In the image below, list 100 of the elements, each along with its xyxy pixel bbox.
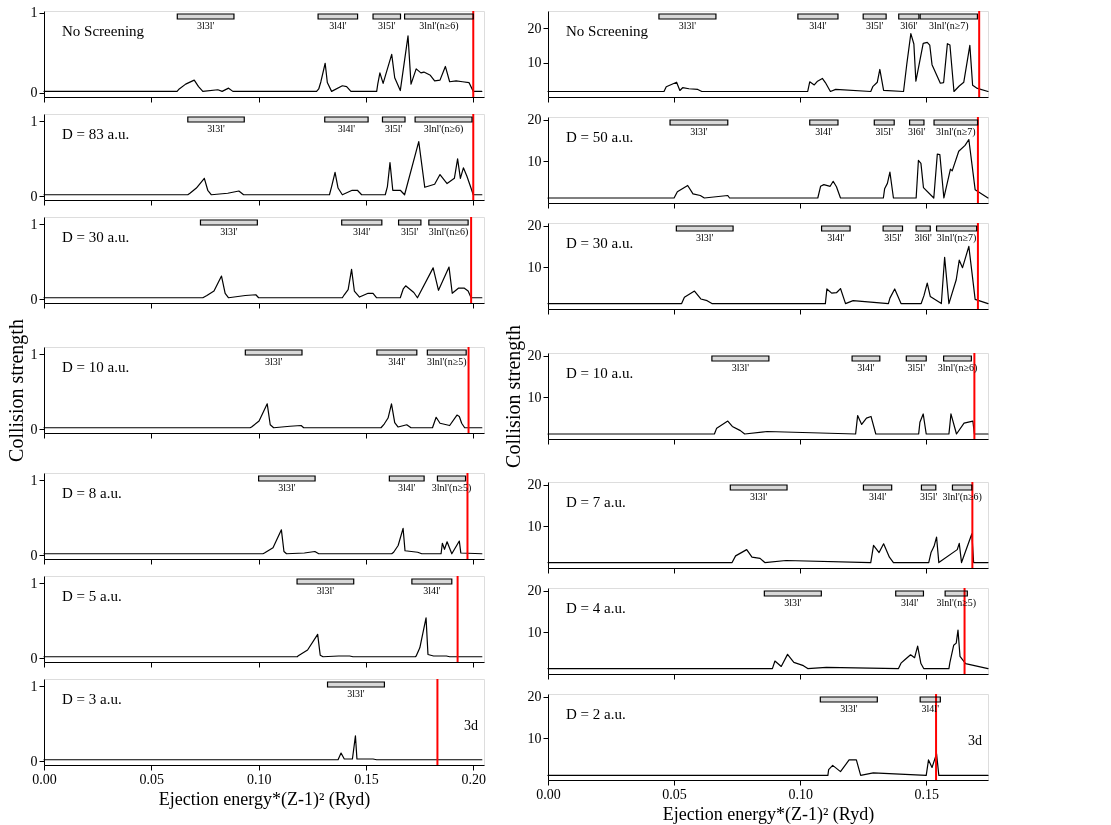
band-label: 3l4l' xyxy=(857,362,875,373)
y-tick-label: 1 xyxy=(30,678,38,694)
x-tick-label: 0.15 xyxy=(914,786,939,802)
band-label: 3l6l' xyxy=(900,20,918,31)
text: D = 83 a.u. xyxy=(62,126,130,142)
band-label: 3l6l' xyxy=(908,126,926,137)
band-label: 3l5l' xyxy=(919,491,938,502)
annotation: 3d xyxy=(968,733,982,748)
band-label: 3l6l' xyxy=(914,232,933,243)
x-tick-label: 0.10 xyxy=(246,771,272,787)
band-label: 3l4l' xyxy=(809,20,827,31)
text: D = 3 a.u. xyxy=(62,691,122,707)
band-label: 3lnl'(n≥6) xyxy=(419,20,459,32)
y-tick-label: 0 xyxy=(30,650,38,666)
y-tick-label: 1 xyxy=(30,5,38,21)
band-label: 3l3l' xyxy=(678,20,697,31)
text: D = 4 a.u. xyxy=(566,600,626,616)
y-axis-title: Collision strength xyxy=(4,319,28,462)
text: D = 10 a.u. xyxy=(566,365,634,381)
band-label: 3l3l' xyxy=(316,585,335,596)
band-label: 3l5l' xyxy=(385,123,403,134)
band-label: 3l3l' xyxy=(731,362,750,373)
band-label: 3l3l' xyxy=(207,123,225,134)
band-label: 3l3l' xyxy=(278,482,296,493)
text: D = 5 a.u. xyxy=(62,588,122,604)
band-label: 3l3l' xyxy=(220,226,238,237)
y-tick-label: 10 xyxy=(527,259,542,275)
y-tick-label: 20 xyxy=(527,112,542,127)
band-label: 3lnl'(n≥5) xyxy=(427,356,467,368)
y-tick-label: 0 xyxy=(30,547,38,563)
x-tick-label: 0.05 xyxy=(139,771,165,787)
x-tick-label: 0.05 xyxy=(662,786,687,802)
y-tick-label: 1 xyxy=(30,346,38,362)
y-tick-label: 1 xyxy=(30,216,38,232)
y-tick-label: 10 xyxy=(527,624,542,640)
band-label: 3l3l' xyxy=(347,688,365,699)
band-label: 3l5l' xyxy=(884,232,902,243)
x-tick-label: 0.15 xyxy=(354,771,379,787)
y-tick-label: 0 xyxy=(30,291,38,307)
band-label: 3l4l' xyxy=(353,226,371,237)
band-label: 3l4l' xyxy=(900,597,919,608)
y-tick-label: 10 xyxy=(527,730,542,746)
y-tick-label: 10 xyxy=(527,518,542,534)
band-label: 3l5l' xyxy=(865,20,884,31)
y-tick-label: 20 xyxy=(527,20,542,36)
band-label: 3l3l' xyxy=(264,356,283,367)
band-label: 3l3l' xyxy=(696,232,714,243)
band-label: 3l4l' xyxy=(329,20,347,31)
y-tick-label: 1 xyxy=(30,113,38,129)
band-label: 3l4l' xyxy=(827,232,845,243)
band-label: 3l5l' xyxy=(907,362,926,373)
band-label: 3l4l' xyxy=(868,491,887,502)
text: D = 30 a.u. xyxy=(566,235,634,251)
x-tick-label: 0.00 xyxy=(32,771,57,787)
band-label: 3lnl'(n≥6) xyxy=(423,123,464,135)
x-axis-title: Ejection energy*(Z-1)² (Ryd) xyxy=(158,788,371,810)
band-label: 3l5l' xyxy=(401,226,419,237)
band-label: 3l4l' xyxy=(815,126,833,137)
band-label: 3l3l' xyxy=(690,126,708,137)
text: D = 8 a.u. xyxy=(62,485,122,501)
y-tick-label: 20 xyxy=(527,689,542,704)
y-tick-label: 10 xyxy=(527,55,542,71)
y-tick-label: 10 xyxy=(527,389,542,405)
x-axis-title: Ejection energy*(Z-1)² (Ryd) xyxy=(662,803,875,825)
text: D = 10 a.u. xyxy=(62,359,130,375)
text: No Screening xyxy=(62,23,145,39)
text: D = 50 a.u. xyxy=(566,129,634,145)
band-label: 3lnl'(n≥6) xyxy=(428,226,469,238)
y-tick-label: 1 xyxy=(30,575,38,591)
y-tick-label: 0 xyxy=(30,85,38,101)
band-label: 3l5l' xyxy=(378,20,396,31)
band-label: 3lnl'(n≥7) xyxy=(929,20,969,32)
y-tick-label: 20 xyxy=(527,477,542,492)
text: D = 7 a.u. xyxy=(566,494,626,510)
y-tick-label: 20 xyxy=(527,583,542,598)
band-label: 3l3l' xyxy=(784,597,802,608)
band-label: 3l4l' xyxy=(423,585,441,596)
x-tick-label: 0.10 xyxy=(788,786,813,802)
y-tick-label: 20 xyxy=(527,348,542,363)
y-tick-label: 0 xyxy=(30,753,38,769)
band-label: 3l4l' xyxy=(388,356,406,367)
y-tick-label: 1 xyxy=(30,472,38,488)
x-tick-label: 0.00 xyxy=(536,786,561,802)
y-tick-label: 0 xyxy=(30,188,38,204)
y-tick-label: 20 xyxy=(527,218,542,233)
band-label: 3l4l' xyxy=(337,123,356,134)
band-label: 3lnl'(n≥7) xyxy=(936,126,976,138)
y-tick-label: 10 xyxy=(527,153,542,169)
band-label: 3l5l' xyxy=(875,126,894,137)
band-label: 3l4l' xyxy=(398,482,416,493)
x-tick-label: 0.20 xyxy=(461,771,487,787)
annotation: 3d xyxy=(464,718,478,733)
text: D = 30 a.u. xyxy=(62,229,130,245)
band-label: 3lnl'(n≥7) xyxy=(936,232,977,244)
band-label: 3l3l' xyxy=(196,20,215,31)
text: D = 2 a.u. xyxy=(566,706,626,722)
band-label: 3l3l' xyxy=(840,703,858,714)
band-label: 3l3l' xyxy=(749,491,768,502)
y-axis-title: Collision strength xyxy=(501,325,525,468)
text: No Screening xyxy=(566,23,649,39)
